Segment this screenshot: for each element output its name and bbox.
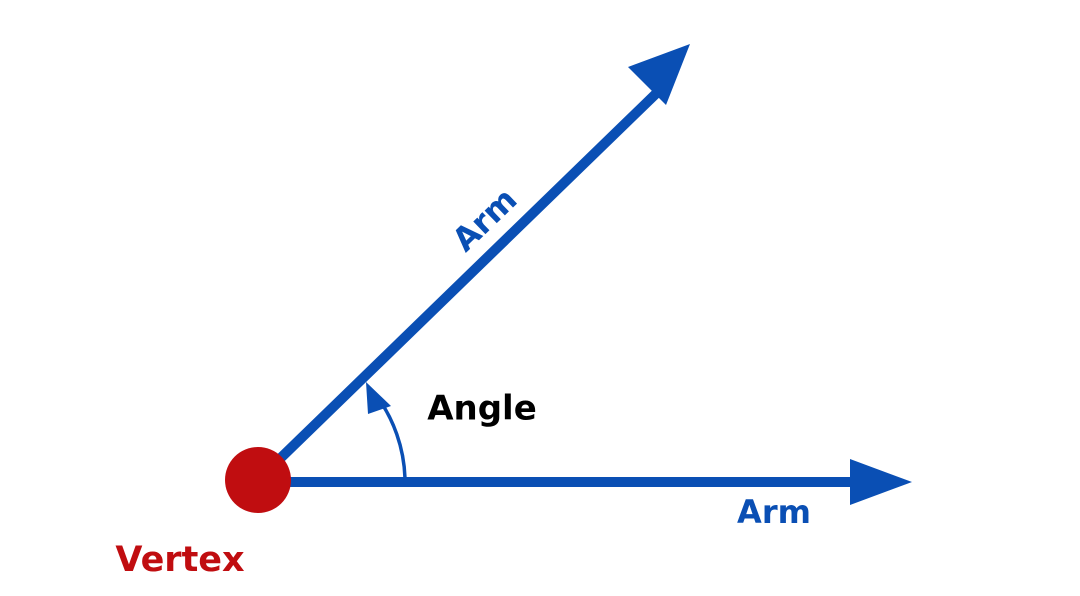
lower-arm-arrowhead	[850, 459, 912, 505]
vertex-point	[225, 447, 291, 513]
vertex-label: Vertex	[115, 540, 245, 580]
upper-arm-arrowhead	[628, 44, 690, 105]
angle-arc-arrowhead	[366, 382, 391, 414]
angle-label: Angle	[427, 389, 537, 429]
upper-arm-ray	[254, 78, 672, 484]
lower-arm-label: Arm	[737, 493, 811, 531]
